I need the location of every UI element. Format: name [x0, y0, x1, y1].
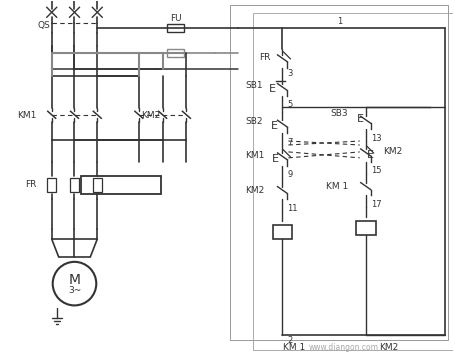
Text: 3: 3 — [288, 69, 293, 78]
Text: 17: 17 — [371, 200, 381, 209]
Bar — [253, 13, 455, 350]
Text: M: M — [69, 273, 81, 287]
Text: KM2: KM2 — [245, 186, 265, 195]
Text: KM2: KM2 — [141, 111, 160, 120]
Text: E: E — [272, 154, 279, 164]
Text: 13: 13 — [371, 133, 381, 143]
Bar — [93, 178, 102, 192]
Text: E: E — [271, 121, 278, 131]
Text: 3~: 3~ — [68, 286, 81, 295]
Text: FR: FR — [259, 53, 271, 62]
Bar — [167, 49, 184, 57]
Text: KM 1: KM 1 — [326, 182, 348, 191]
Text: QS: QS — [38, 21, 51, 30]
Text: SB1: SB1 — [245, 81, 263, 90]
Text: SB2: SB2 — [245, 117, 263, 126]
Bar — [70, 178, 79, 192]
Text: FU: FU — [170, 14, 182, 23]
Text: KM2: KM2 — [384, 147, 403, 156]
Text: 11: 11 — [288, 204, 298, 213]
Text: FR: FR — [25, 180, 37, 189]
Text: KM2: KM2 — [379, 343, 398, 352]
Text: SB3: SB3 — [330, 109, 348, 118]
Text: 15: 15 — [371, 166, 381, 175]
Text: 7: 7 — [288, 137, 293, 147]
Bar — [273, 225, 293, 239]
Text: 9: 9 — [288, 170, 293, 179]
Text: E: E — [367, 150, 374, 160]
Text: 1: 1 — [337, 17, 342, 26]
Text: KM 1: KM 1 — [283, 343, 305, 352]
Bar — [356, 221, 375, 235]
Text: E: E — [269, 84, 276, 93]
Bar — [167, 24, 184, 32]
Text: E: E — [357, 114, 364, 124]
Text: KM1: KM1 — [245, 152, 265, 160]
Text: 5: 5 — [288, 100, 293, 109]
Bar — [81, 176, 161, 194]
Text: KM1: KM1 — [17, 111, 37, 120]
Text: 2: 2 — [288, 336, 293, 344]
Bar — [47, 178, 56, 192]
Text: www.diangon.com: www.diangon.com — [309, 343, 379, 352]
